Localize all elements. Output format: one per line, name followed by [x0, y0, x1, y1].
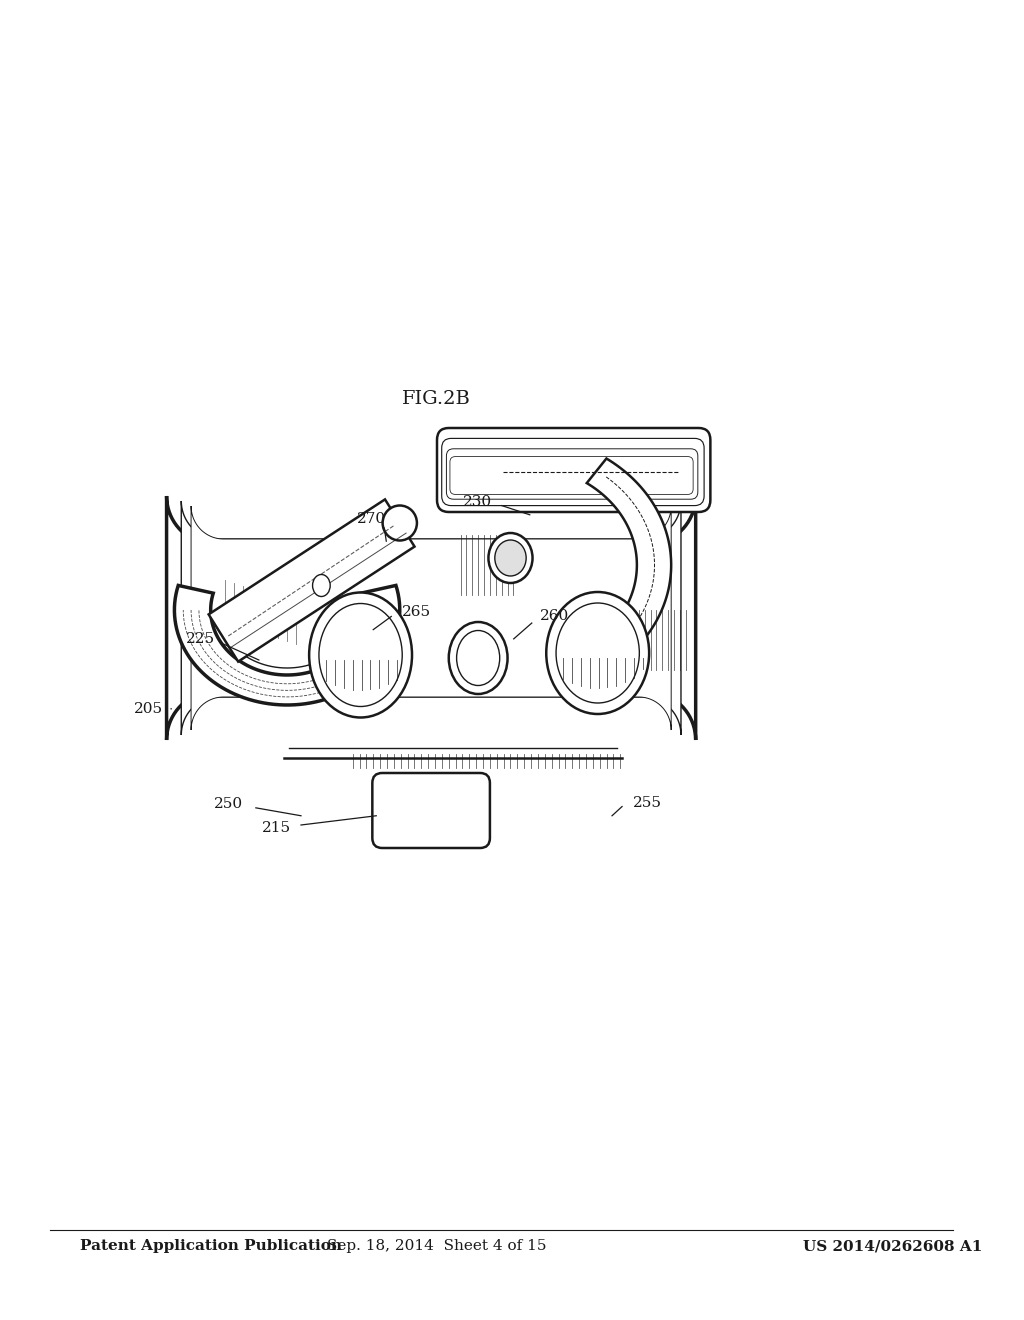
- Text: 265: 265: [401, 606, 431, 619]
- FancyBboxPatch shape: [373, 774, 489, 847]
- Ellipse shape: [318, 603, 402, 706]
- FancyBboxPatch shape: [450, 457, 693, 495]
- Ellipse shape: [312, 574, 330, 597]
- Text: 255: 255: [633, 796, 662, 809]
- Text: Patent Application Publication: Patent Application Publication: [80, 1239, 342, 1253]
- Text: FIG.2B: FIG.2B: [402, 389, 471, 408]
- Text: 225: 225: [186, 632, 215, 645]
- Text: Sep. 18, 2014  Sheet 4 of 15: Sep. 18, 2014 Sheet 4 of 15: [327, 1239, 546, 1253]
- Polygon shape: [174, 585, 399, 705]
- Text: 230: 230: [463, 495, 493, 508]
- Polygon shape: [181, 502, 681, 735]
- Ellipse shape: [556, 603, 639, 704]
- Text: 215: 215: [262, 821, 292, 834]
- Polygon shape: [191, 506, 671, 730]
- FancyBboxPatch shape: [446, 449, 697, 499]
- Ellipse shape: [457, 631, 500, 685]
- Polygon shape: [209, 499, 415, 661]
- Ellipse shape: [309, 593, 412, 718]
- Ellipse shape: [383, 506, 417, 540]
- Text: 205: 205: [134, 702, 163, 715]
- Polygon shape: [550, 458, 671, 690]
- Text: 250: 250: [214, 797, 244, 810]
- FancyBboxPatch shape: [437, 428, 711, 512]
- Ellipse shape: [449, 622, 508, 694]
- Ellipse shape: [495, 540, 526, 576]
- Polygon shape: [167, 496, 695, 741]
- Ellipse shape: [546, 591, 649, 714]
- Text: US 2014/0262608 A1: US 2014/0262608 A1: [803, 1239, 982, 1253]
- Text: 260: 260: [541, 610, 569, 623]
- FancyBboxPatch shape: [441, 438, 705, 506]
- Ellipse shape: [488, 533, 532, 583]
- Text: 270: 270: [356, 512, 386, 525]
